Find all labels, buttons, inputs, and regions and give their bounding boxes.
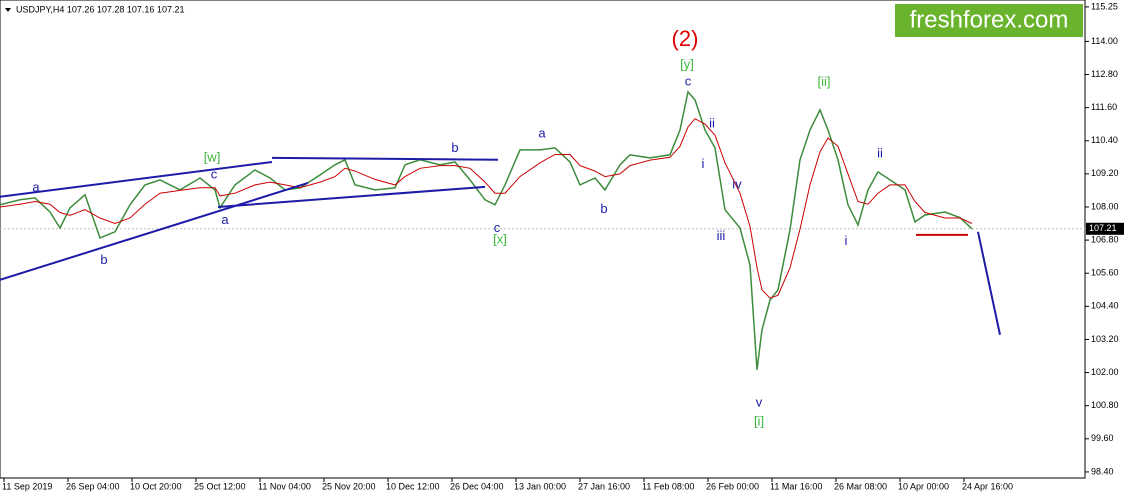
wave-label: [i] <box>754 413 764 428</box>
y-tick-label: 108.00 <box>1091 201 1119 211</box>
wave-label: iv <box>732 176 742 191</box>
x-tick-label: 10 Dec 12:00 <box>386 481 440 491</box>
wave-label: i <box>702 156 705 171</box>
y-tick-label: 102.00 <box>1091 367 1119 377</box>
x-tick-label: 24 Apr 16:00 <box>962 481 1013 491</box>
x-tick-label: 11 Sep 2019 <box>2 481 52 491</box>
wave-label: a <box>221 212 229 227</box>
wave-label: [ii] <box>818 74 831 89</box>
x-tick-label: 25 Nov 20:00 <box>322 481 376 491</box>
x-tick-label: 27 Jan 16:00 <box>578 481 630 491</box>
x-tick-label: 13 Jan 00:00 <box>514 481 566 491</box>
wave-label: c <box>494 220 501 235</box>
moving-average <box>0 118 973 299</box>
wave-label: b <box>100 252 107 267</box>
x-tick-label: 10 Apr 00:00 <box>898 481 949 491</box>
logo-box <box>895 4 1083 37</box>
y-tick-label: 99.60 <box>1091 433 1114 443</box>
y-tick-label: 103.20 <box>1091 334 1119 344</box>
chart-title: USDJPY,H4 107.26 107.28 107.16 107.21 <box>16 4 184 14</box>
logo: freshforex.com <box>910 6 1069 33</box>
x-tick-label: 11 Mar 16:00 <box>770 481 822 491</box>
x-tick-label: 26 Feb 00:00 <box>706 481 759 491</box>
trend-line <box>217 185 486 208</box>
wave-label: v <box>756 394 763 409</box>
y-tick-label: 112.80 <box>1091 69 1118 79</box>
y-tick-label: 106.80 <box>1091 234 1119 244</box>
x-tick-label: 10 Oct 20:00 <box>130 481 182 491</box>
x-tick-label: 11 Feb 08:00 <box>642 481 694 491</box>
y-tick-label: 115.25 <box>1091 1 1118 11</box>
x-tick-label: 26 Dec 04:00 <box>450 481 504 491</box>
wave-label: i <box>845 233 848 248</box>
x-tick-label: 11 Nov 04:00 <box>258 481 311 491</box>
wave-label: [y] <box>680 56 694 71</box>
price-label-box <box>1086 222 1124 235</box>
y-tick-label: 98.40 <box>1091 466 1114 476</box>
wave-label: c <box>211 166 218 181</box>
trend-line <box>0 161 273 198</box>
x-tick-label: 25 Oct 12:00 <box>194 481 246 491</box>
wave-label: (2) <box>672 26 699 51</box>
wave-label: a <box>32 179 40 194</box>
y-tick-label: 104.40 <box>1091 301 1119 311</box>
y-tick-label: 111.60 <box>1091 102 1117 112</box>
wave-label: iii <box>717 228 726 243</box>
trend-line <box>271 156 499 161</box>
y-tick-label: 105.60 <box>1091 268 1119 278</box>
wave-label: [x] <box>493 231 507 246</box>
wave-label: ii <box>709 115 715 130</box>
wave-label: b <box>600 201 607 216</box>
wave-label: [w] <box>204 149 221 164</box>
plot-frame <box>0 0 1086 479</box>
y-tick-label: 109.20 <box>1091 168 1119 178</box>
y-tick-label: 100.80 <box>1091 400 1119 410</box>
x-tick-label: 26 Mar 08:00 <box>834 481 887 491</box>
price-label: 107.21 <box>1089 223 1117 233</box>
trend-line <box>0 182 309 281</box>
wave-label: b <box>451 140 458 155</box>
y-tick-label: 114.00 <box>1091 36 1118 46</box>
trend-line <box>977 231 1001 335</box>
x-tick-label: 26 Sep 04:00 <box>66 481 120 491</box>
menu-arrow <box>5 8 11 12</box>
y-tick-label: 110.40 <box>1091 135 1118 145</box>
price-line-series <box>0 90 973 370</box>
wave-label: ii <box>877 145 883 160</box>
wave-label: a <box>538 125 546 140</box>
wave-label: c <box>685 73 692 88</box>
